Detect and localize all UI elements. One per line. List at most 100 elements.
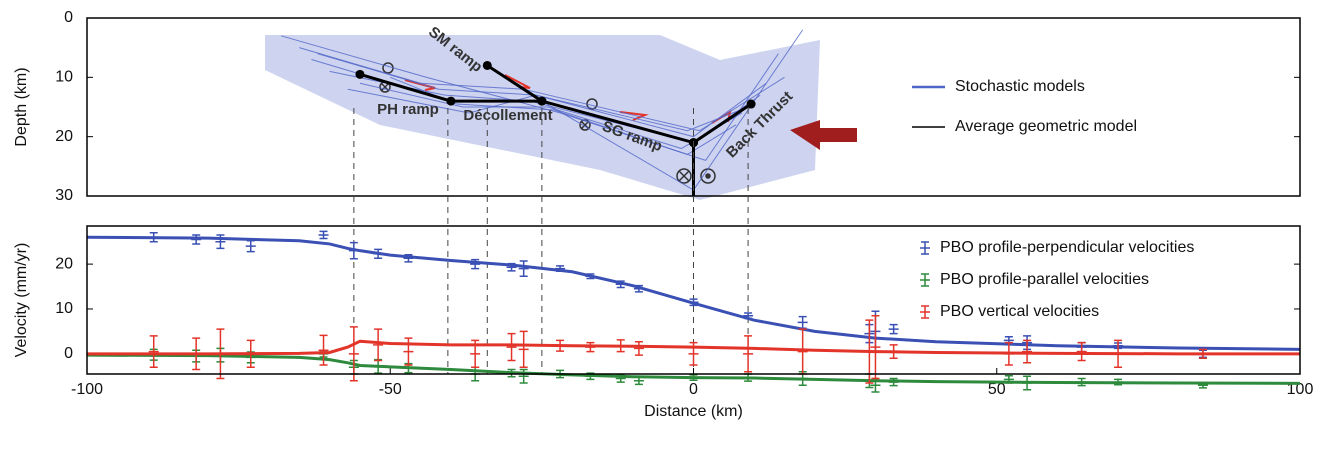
stochastic-model <box>280 35 779 161</box>
legend-marker <box>920 241 930 255</box>
error-bar <box>1197 381 1208 389</box>
error-bar <box>1197 348 1208 360</box>
plot-frame <box>86 225 1301 375</box>
stochastic-model <box>347 88 749 132</box>
error-bar <box>373 248 384 260</box>
x-tick-label: -50 <box>379 381 402 398</box>
error-bar <box>743 373 754 382</box>
y-tick-label: 20 <box>55 128 73 145</box>
error-bar <box>688 341 699 366</box>
error-bar <box>633 376 644 386</box>
error-bar <box>870 377 881 393</box>
error-bar <box>373 358 384 374</box>
error-bar <box>585 341 596 353</box>
error-bar <box>1003 341 1014 366</box>
error-bar <box>797 315 808 330</box>
error-bar <box>888 323 899 335</box>
error-bar <box>585 372 596 381</box>
fault-node <box>446 96 456 106</box>
fault-node <box>482 60 492 70</box>
error-bar <box>318 334 329 366</box>
annotation: Décollement <box>463 107 552 124</box>
x-axis-label: Distance (km) <box>644 403 743 420</box>
model-cloud <box>265 35 820 200</box>
y-tick-label: 20 <box>55 255 73 272</box>
legend-label: Average geometric model <box>955 118 1137 135</box>
error-bar <box>348 241 359 260</box>
error-bar <box>148 335 159 369</box>
y-axis-label: Depth (km) <box>13 67 30 146</box>
x-tick-label: 0 <box>689 381 698 398</box>
y-tick-label: 0 <box>64 9 73 26</box>
error-bar <box>191 337 202 371</box>
error-bar <box>688 298 699 307</box>
error-bar <box>506 262 517 272</box>
error-bar <box>743 335 754 373</box>
model-curve <box>87 339 1300 356</box>
error-bar <box>518 260 529 277</box>
y-axis-label: Velocity (mm/yr) <box>13 243 30 358</box>
error-bar <box>688 374 699 382</box>
error-bar <box>555 265 566 273</box>
error-bar <box>191 234 202 245</box>
error-bar <box>245 240 256 253</box>
error-bar <box>633 340 644 356</box>
y-tick-label: 10 <box>55 300 73 317</box>
error-bar <box>797 371 808 386</box>
error-bar <box>518 330 529 369</box>
error-bar <box>1113 378 1124 386</box>
y-tick-label: 0 <box>64 345 73 362</box>
legend-marker <box>920 305 930 319</box>
error-bar <box>1003 375 1014 384</box>
error-bar <box>215 328 226 380</box>
error-bar <box>470 339 481 369</box>
error-bar <box>743 312 754 320</box>
error-bar <box>245 339 256 369</box>
fault-node <box>355 69 365 79</box>
error-bar <box>864 319 875 384</box>
error-bar <box>403 337 414 366</box>
error-bar <box>797 328 808 375</box>
annotation: PH ramp <box>377 101 439 118</box>
error-bar <box>318 230 329 240</box>
error-bar <box>888 344 899 360</box>
error-bar <box>870 314 881 380</box>
error-bar <box>1022 375 1033 391</box>
error-bar <box>148 231 159 243</box>
error-bar <box>615 339 626 353</box>
error-bar <box>403 253 414 263</box>
x-tick-label: 100 <box>1287 381 1314 398</box>
legend-label: PBO profile-perpendicular velocities <box>940 239 1194 256</box>
error-bar <box>633 284 644 293</box>
model-curve <box>86 235 1301 351</box>
x-tick-label: -100 <box>71 381 103 398</box>
error-bar <box>615 374 626 383</box>
error-bar <box>506 332 517 362</box>
error-bar <box>888 377 899 387</box>
error-bar <box>403 362 414 374</box>
fault-node <box>537 96 547 106</box>
error-bar <box>373 328 384 362</box>
error-bar <box>348 326 359 382</box>
error-bar <box>615 280 626 289</box>
fault-segment <box>486 64 543 103</box>
y-tick-label: 30 <box>55 187 73 204</box>
error-bar <box>470 258 481 270</box>
push-arrow <box>790 120 857 150</box>
legend-marker <box>920 273 930 287</box>
y-tick-label: 10 <box>55 69 73 86</box>
fault-node <box>746 99 756 109</box>
x-tick-label: 50 <box>988 381 1006 398</box>
error-bar <box>506 368 517 378</box>
error-bar <box>1076 377 1087 387</box>
error-bar <box>555 339 566 352</box>
legend-label: PBO profile-parallel velocities <box>940 271 1149 288</box>
error-bar <box>1022 339 1033 364</box>
legend-label: Stochastic models <box>955 78 1085 95</box>
error-bar <box>215 234 226 250</box>
model-curve <box>86 353 1301 385</box>
legend-label: PBO vertical velocities <box>940 303 1099 320</box>
error-bar <box>1076 341 1087 362</box>
error-bar <box>585 273 596 280</box>
fault-segment <box>692 102 752 144</box>
